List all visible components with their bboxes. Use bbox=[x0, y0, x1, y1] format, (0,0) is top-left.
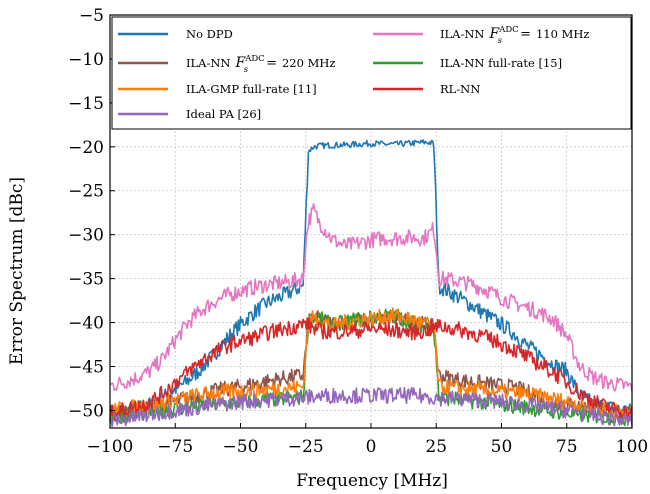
axis-ticks: −100 −75 −50 −25 0 25 50 75 100 −5 −10 −15 −20 −25 −30… bbox=[68, 6, 648, 457]
series-line bbox=[109, 386, 633, 428]
x-tick-label: −75 bbox=[157, 437, 193, 457]
y-tick-label: −45 bbox=[68, 357, 104, 377]
y-tick-label: −20 bbox=[68, 138, 104, 158]
legend-label: RL-NN bbox=[440, 82, 480, 96]
x-tick-label: 25 bbox=[425, 437, 447, 457]
x-tick-label: −50 bbox=[223, 437, 259, 457]
y-tick-label: −35 bbox=[68, 270, 104, 290]
y-tick-label: −30 bbox=[68, 226, 104, 246]
x-tick-label: 50 bbox=[491, 437, 513, 457]
series-line bbox=[109, 307, 633, 420]
x-tick-label: 75 bbox=[556, 437, 578, 457]
y-tick-label: −10 bbox=[68, 50, 104, 70]
x-tick-label: 0 bbox=[366, 437, 377, 457]
series-line bbox=[109, 203, 633, 392]
y-tick-label: −25 bbox=[68, 182, 104, 202]
x-tick-label: 100 bbox=[616, 437, 648, 457]
legend-label: ILA-GMP full-rate [11] bbox=[186, 82, 317, 96]
y-tick-label: −15 bbox=[68, 94, 104, 114]
y-tick-label: −50 bbox=[68, 401, 104, 421]
y-tick-label: −5 bbox=[79, 6, 104, 26]
legend-label: ILA-NN full-rate [15] bbox=[440, 56, 562, 70]
legend-label: ILA-NN FADC s = 110 MHz bbox=[440, 25, 589, 46]
legend-label: No DPD bbox=[186, 27, 233, 41]
x-tick-label: −25 bbox=[288, 437, 324, 457]
legend: No DPD ILA-NN FADC s = 110 MHz ILA-NN FADC s = 220… bbox=[111, 16, 632, 130]
x-tick-label: −100 bbox=[87, 437, 134, 457]
legend-label: Ideal PA [26] bbox=[186, 107, 261, 121]
y-axis-title: Error Spectrum [dBc] bbox=[7, 177, 27, 365]
series-lines bbox=[109, 139, 633, 428]
x-axis-title: Frequency [MHz] bbox=[296, 471, 448, 491]
legend-box bbox=[111, 16, 632, 130]
legend-label: ILA-NN FADC s = 220 MHz bbox=[186, 54, 335, 75]
series-line bbox=[109, 317, 633, 421]
y-tick-label: −40 bbox=[68, 314, 104, 334]
